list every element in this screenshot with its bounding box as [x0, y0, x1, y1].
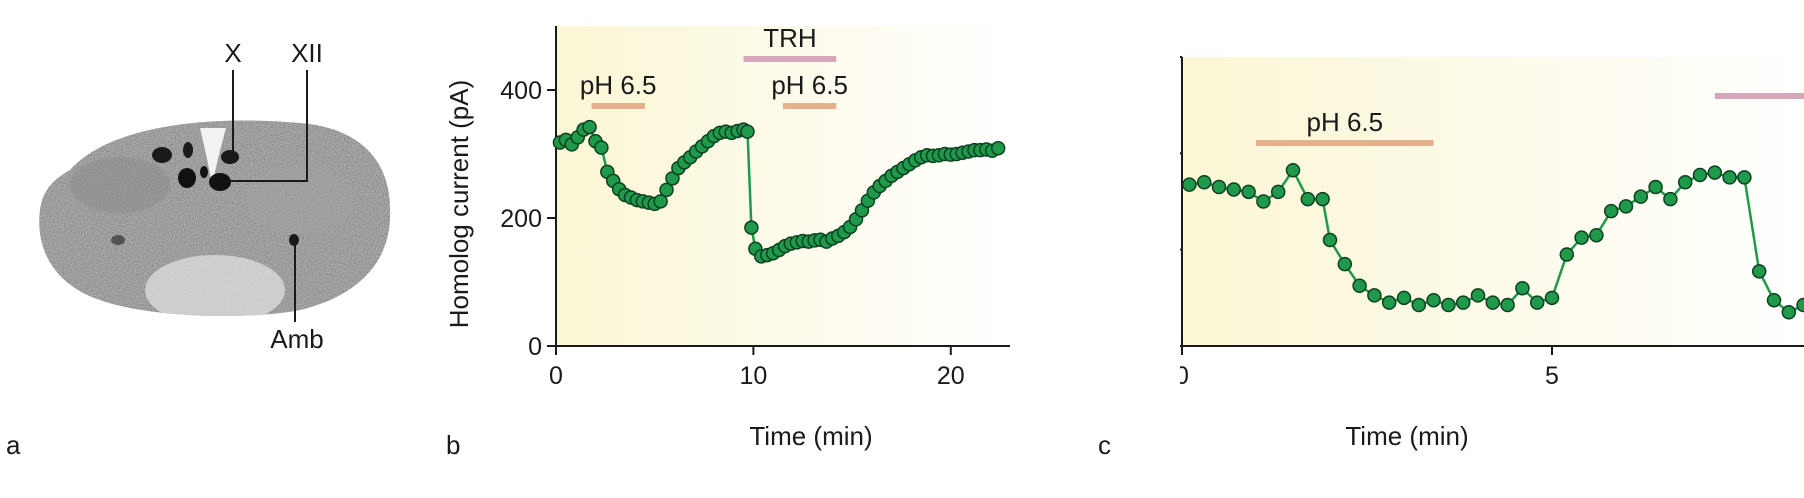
chart-c: 0246051015Time (min)Slope conductance (n…: [1094, 44, 1804, 451]
x-axis-label: Time (min): [1345, 421, 1468, 451]
trh-label: TRH: [763, 23, 816, 53]
data-point: [1211, 179, 1227, 195]
data-point: [1485, 295, 1501, 310]
xii-leader-line: [225, 70, 308, 182]
data-point: [1751, 264, 1767, 279]
x-tick-label: 0: [1175, 362, 1189, 390]
data-point: [1663, 191, 1678, 207]
label-x: X: [224, 38, 241, 68]
data-point: [1633, 189, 1649, 204]
data-point: [1529, 295, 1545, 310]
ph-label: pH 6.5: [771, 70, 848, 100]
chart-b: 0 200 400 0 10 20 Time (min) Homolog current (p…: [444, 23, 1010, 451]
x-tick-label: 10: [739, 362, 767, 390]
data-point: [1426, 292, 1441, 308]
y-tick-label: 4: [1154, 140, 1168, 168]
data-point: [1589, 227, 1604, 243]
y-axis-label: Homolog current (pA): [444, 80, 474, 329]
panel-label-b: b: [446, 430, 461, 460]
ph-label: pH 6.5: [1306, 107, 1383, 137]
y-tick-label: 6: [1154, 44, 1168, 72]
data-point: [1196, 174, 1212, 190]
y-tick-label: 0: [1154, 333, 1168, 361]
data-point: [740, 124, 755, 139]
data-point: [1381, 295, 1397, 310]
data-point: [1692, 167, 1708, 183]
x-tick-label: 20: [937, 362, 965, 390]
data-point: [1322, 232, 1338, 248]
data-point: [1182, 177, 1197, 192]
y-tick-label: 200: [500, 205, 542, 233]
data-point: [1618, 199, 1634, 214]
data-point: [1559, 247, 1575, 262]
nucleus-x-spot: [152, 142, 239, 164]
y-axis-label: Slope conductance (nS): [1094, 63, 1124, 341]
data-point: [1515, 280, 1530, 296]
data-point: [1455, 295, 1471, 310]
data-point: [659, 182, 674, 198]
data-point: [1707, 165, 1723, 180]
data-point: [744, 220, 759, 235]
midline-notch: [200, 128, 226, 188]
data-point: [1441, 297, 1456, 313]
data-point: [1226, 182, 1242, 197]
data-point: [1648, 179, 1663, 195]
data-point: [653, 194, 668, 209]
data-point: [1737, 170, 1752, 185]
data-point: [1603, 203, 1619, 219]
brainstem-section: X XII Amb: [39, 38, 391, 354]
data-point: [1315, 191, 1330, 207]
data-point: [1337, 256, 1353, 272]
y-tick-label: 2: [1154, 237, 1168, 265]
x-axis-label: Time (min): [749, 421, 872, 451]
data-point: [594, 140, 609, 155]
data-point: [1722, 170, 1737, 185]
data-point: [1241, 184, 1256, 200]
ph-label: pH 6.5: [580, 70, 657, 100]
panel-label-a: a: [6, 430, 21, 460]
data-point: [1411, 297, 1427, 313]
data-point: [1285, 162, 1301, 178]
y-tick-label: 400: [500, 77, 542, 105]
panel-label-c: c: [1098, 430, 1111, 460]
data-point: [990, 140, 1006, 156]
data-point: [1574, 230, 1589, 245]
plot-background: [556, 26, 1010, 346]
x-tick-label: 0: [549, 362, 563, 390]
nucleus-xii-spot: [178, 166, 231, 191]
data-point: [1256, 194, 1271, 209]
y-tick-label: 0: [528, 333, 542, 361]
data-point: [1367, 288, 1382, 303]
data-point: [1396, 290, 1412, 306]
data-point: [582, 119, 597, 135]
data-point: [1796, 297, 1804, 313]
data-point: [1300, 191, 1316, 207]
data-point: [1544, 290, 1560, 306]
data-point: [1352, 278, 1367, 294]
data-point: [1470, 288, 1486, 303]
data-point: [1781, 305, 1797, 320]
label-xii: XII: [291, 38, 323, 68]
x-tick-label: 5: [1545, 362, 1559, 390]
data-point: [1766, 292, 1782, 308]
data-point: [1500, 297, 1515, 313]
nucleus-amb-spot: [289, 234, 299, 246]
data-point: [1270, 184, 1286, 200]
label-amb: Amb: [270, 324, 323, 354]
data-point: [1677, 174, 1693, 190]
